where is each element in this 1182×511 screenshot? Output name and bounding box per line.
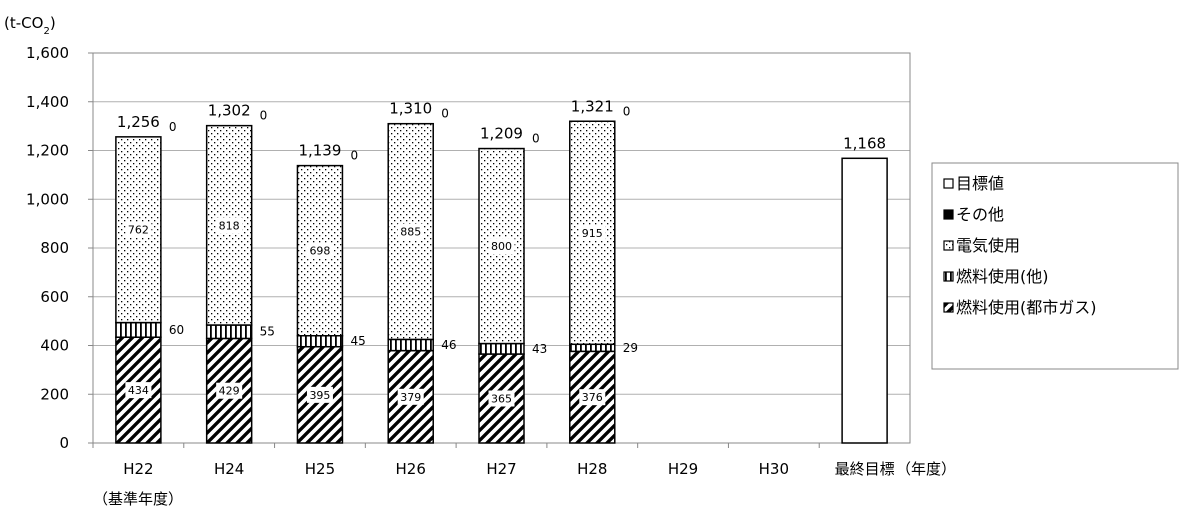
x-tick-label: 最終目標 — [835, 460, 895, 478]
y-axis: 0 200 400 600 800 1,000 1,200 1,400 1,600 — [26, 44, 93, 452]
segment-label: 434 — [128, 384, 149, 397]
segment-label: 0 — [441, 107, 449, 121]
legend-swatch — [943, 302, 954, 313]
x-tick-label: H26 — [396, 460, 426, 478]
total-label: 1,139 — [298, 142, 341, 160]
x-tick-label: H22 — [123, 460, 153, 478]
legend-entry: その他 — [956, 205, 1004, 224]
legend-box — [931, 162, 1179, 370]
total-label: 1,256 — [117, 113, 160, 131]
segment-label-bg — [125, 221, 152, 238]
segment-label: 800 — [491, 240, 512, 253]
segment-label: 379 — [400, 391, 421, 404]
segment-label-bg — [579, 224, 606, 241]
y-tick-label: 400 — [40, 337, 69, 355]
legend-swatch — [943, 240, 954, 251]
y-tick-label: 0 — [59, 434, 69, 452]
segment-label: 45 — [350, 334, 365, 348]
segment-label-bg — [125, 382, 152, 399]
y-unit-label: (t-CO2) — [4, 14, 56, 37]
y-tick-label: 1,600 — [26, 44, 69, 62]
segment-label: 885 — [400, 226, 421, 239]
x-tick-label: H30 — [759, 460, 789, 478]
bar-segment — [387, 338, 434, 352]
legend-entry: 目標値 — [956, 174, 1004, 193]
segment-label: 60 — [169, 323, 184, 337]
total-label: 1,321 — [571, 97, 614, 115]
total-label: 1,209 — [480, 125, 523, 143]
y-tick-label: 200 — [40, 385, 69, 403]
legend-swatch — [943, 178, 954, 189]
bar-segment — [841, 157, 888, 444]
segment-label-bg — [579, 389, 606, 406]
segment-label: 395 — [309, 389, 330, 402]
total-label: 1,310 — [389, 100, 432, 118]
segment-label: 43 — [532, 342, 547, 356]
y-tick-label: 800 — [40, 239, 69, 257]
y-tick-label: 1,200 — [26, 142, 69, 160]
segment-label: 0 — [169, 120, 177, 134]
segment-label: 818 — [219, 219, 240, 232]
segment-label: 376 — [582, 391, 603, 404]
segment-label-bg — [397, 388, 424, 405]
bar-segment — [569, 343, 616, 353]
x-axis: H22 H24 H25 H26 H27 H28 H29 H30 最終目標 — [92, 443, 895, 478]
bar-segment — [115, 321, 162, 338]
bar-segment — [205, 324, 253, 340]
segment-label: 29 — [623, 341, 638, 355]
segment-label: 0 — [350, 149, 358, 163]
segment-label-bg — [488, 390, 515, 407]
bar-segment — [296, 164, 344, 337]
segment-label: 55 — [260, 325, 275, 339]
segment-label-bg — [397, 223, 424, 240]
x-tick-label: H24 — [214, 460, 244, 478]
segment-label: 915 — [582, 227, 603, 240]
legend-swatch — [943, 271, 954, 282]
y-tick-label: 1,400 — [26, 93, 69, 111]
segment-label: 0 — [260, 109, 268, 123]
segment-label-bg — [216, 217, 243, 234]
bars: 4346076201,2564295581801,3023954569801,1… — [115, 97, 888, 444]
total-label: 1,168 — [843, 134, 886, 152]
x-unit-label: （年度） — [896, 460, 956, 478]
bar-segment — [296, 335, 344, 348]
segment-label: 46 — [441, 338, 456, 352]
legend-entry: 燃料使用(他) — [956, 267, 1049, 286]
y-tick-label: 1,000 — [26, 190, 69, 208]
y-tick-label: 600 — [40, 288, 69, 306]
segment-label: 0 — [532, 132, 540, 146]
base-year-note: （基準年度） — [93, 490, 183, 508]
x-tick-label: H25 — [305, 460, 335, 478]
segment-label: 429 — [219, 385, 240, 398]
x-tick-label: H27 — [486, 460, 516, 478]
x-tick-label: H29 — [668, 460, 698, 478]
segment-label: 0 — [623, 104, 631, 118]
segment-label: 365 — [491, 393, 512, 406]
segment-label-bg — [306, 242, 333, 259]
x-tick-label: H28 — [577, 460, 607, 478]
segment-label: 698 — [309, 245, 330, 258]
bar-segment — [478, 342, 525, 355]
legend-swatch — [943, 209, 954, 220]
segment-label: 762 — [128, 224, 149, 237]
segment-label-bg — [306, 386, 333, 403]
legend-entry: 電気使用 — [956, 236, 1020, 255]
segment-label-bg — [488, 238, 515, 255]
segment-label-bg — [216, 382, 243, 399]
legend-entry: 燃料使用(都市ガス) — [956, 298, 1097, 317]
total-label: 1,302 — [208, 102, 251, 120]
